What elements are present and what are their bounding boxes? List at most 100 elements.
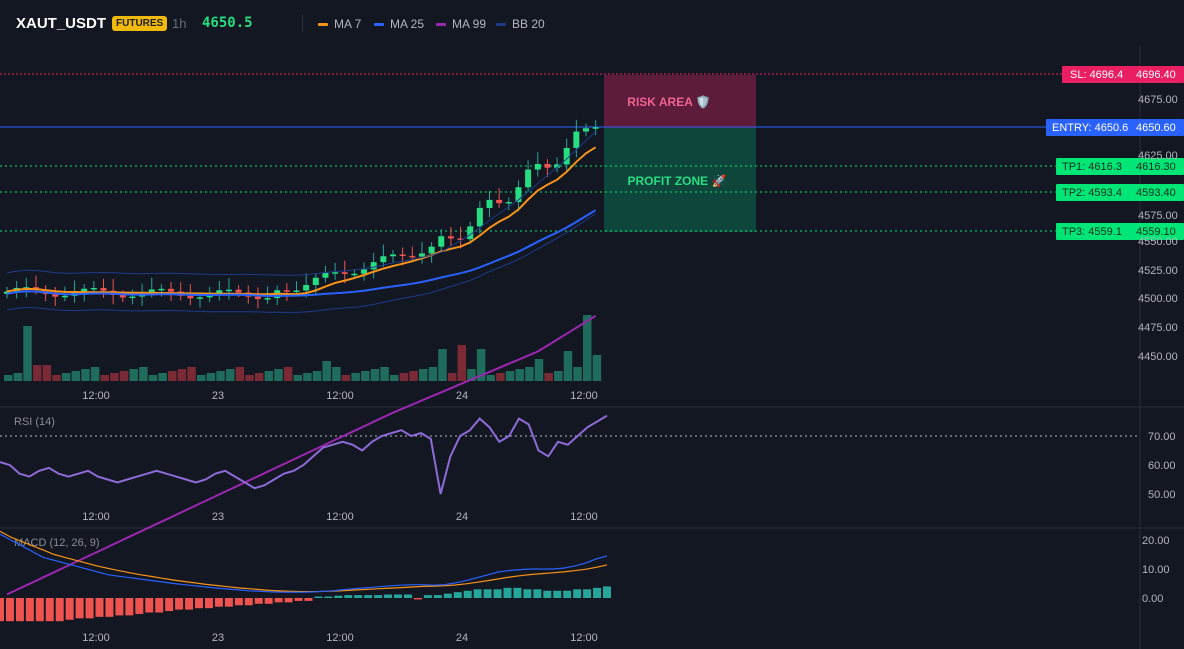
macd-histogram-bar — [334, 595, 343, 598]
volume-bar — [197, 375, 206, 381]
macd-histogram-bar — [35, 598, 44, 622]
macd-histogram-bar — [314, 596, 323, 598]
macd-histogram-bar — [195, 598, 204, 609]
legend-label: MA 7 — [334, 17, 362, 31]
macd-histogram-bar — [443, 593, 452, 598]
volume-bar — [332, 367, 341, 381]
volume-bar — [457, 345, 467, 381]
volume-bar — [245, 375, 254, 381]
macd-histogram-bar — [224, 598, 233, 607]
volume-bar — [476, 349, 486, 381]
time-tick: 24 — [456, 511, 468, 523]
time-axis-main[interactable]: 12:00 23 12:00 24 12:00 — [82, 390, 598, 402]
candle-body — [322, 272, 329, 278]
time-tick: 12:00 — [82, 390, 110, 402]
legend-bb20[interactable]: BB 20 — [496, 17, 545, 31]
price-tick: 4475.00 — [1138, 322, 1178, 334]
legend-ma7[interactable]: MA 7 — [318, 17, 361, 31]
legend-ma25[interactable]: MA 25 — [374, 17, 424, 31]
macd-histogram-bar — [0, 598, 4, 622]
macd-histogram-bar — [115, 598, 124, 616]
macd-group[interactable] — [0, 530, 611, 622]
candle-body — [283, 290, 290, 292]
macd-histogram-bar — [135, 598, 144, 614]
candle-body — [525, 169, 532, 188]
rsi-line-group[interactable] — [0, 414, 608, 495]
price-tick: 4525.00 — [1138, 265, 1178, 277]
macd-histogram-bar — [155, 598, 164, 613]
candle-body — [467, 226, 474, 240]
macd-histogram-bar — [394, 594, 403, 598]
macd-histogram-bar — [15, 598, 24, 622]
macd-histogram-bar — [354, 595, 363, 598]
candle-body — [158, 288, 165, 291]
volume-bar — [110, 373, 119, 381]
sl-value: 4696.40 — [1136, 69, 1176, 81]
macd-histogram-bar — [473, 589, 482, 598]
macd-histogram-bar — [553, 590, 562, 598]
volume-bar — [312, 371, 322, 381]
macd-histogram-bar — [45, 598, 54, 622]
volume-bar — [322, 361, 331, 381]
macd-histogram-bar — [55, 598, 64, 622]
time-axis-macd[interactable]: 12:00 23 12:00 24 12:00 — [82, 632, 598, 644]
tp2-tag[interactable]: TP2: 4593.4 4593.40 — [1056, 184, 1184, 201]
rsi-tick: 60.00 — [1148, 460, 1176, 472]
profit-zone-label: PROFIT ZONE 🚀 — [628, 174, 727, 188]
volume-bar — [573, 367, 582, 381]
macd-histogram-bar — [105, 598, 114, 617]
macd-histogram-bar — [523, 589, 532, 598]
macd-histogram-bar — [413, 598, 422, 600]
macd-histogram-bar — [264, 598, 273, 604]
volume-bar — [100, 375, 109, 381]
volume-bar — [225, 369, 235, 381]
tp3-tag[interactable]: TP3: 4559.1 4559.10 — [1056, 223, 1184, 240]
macd-histogram-bar — [533, 589, 542, 598]
macd-histogram-bar — [463, 590, 472, 598]
candle-body — [197, 297, 203, 299]
price-series[interactable] — [4, 119, 599, 596]
entry-tag[interactable]: ENTRY: 4650.6 4650.60 — [1046, 119, 1184, 136]
volume-bar — [303, 373, 312, 381]
candle-body — [583, 128, 589, 132]
macd-histogram-bar — [433, 595, 442, 598]
volume-bar — [534, 359, 544, 381]
header-divider — [302, 14, 303, 32]
candle-body — [341, 272, 348, 274]
price-tick: 4675.00 — [1138, 94, 1178, 106]
volume-bar — [438, 349, 447, 381]
macd-histogram-bar — [244, 598, 253, 606]
candle-body — [554, 164, 561, 168]
ma25-line — [6, 209, 597, 297]
macd-histogram-bar — [185, 598, 194, 610]
candle-body — [476, 207, 483, 227]
macd-histogram-bar — [503, 587, 512, 598]
candle-body — [592, 127, 599, 129]
volume-bar — [351, 373, 360, 381]
price-axis[interactable]: 4675.00 4625.00 4575.00 4550.00 4525.00 … — [1138, 94, 1178, 363]
legend-ma99[interactable]: MA 99 — [436, 17, 486, 31]
volume-bar — [177, 369, 187, 381]
candle-body — [312, 277, 319, 285]
ma25-swatch — [374, 22, 384, 26]
risk-area-zone[interactable] — [604, 75, 756, 128]
timeframe-label[interactable]: 1h — [172, 16, 187, 31]
volume-bar — [390, 375, 399, 381]
candle-body — [428, 246, 435, 254]
tp1-tag[interactable]: TP1: 4616.3 4616.30 — [1056, 158, 1184, 175]
profit-zone[interactable] — [604, 128, 756, 232]
volume-bar — [583, 315, 592, 381]
time-axis-rsi[interactable]: 12:00 23 12:00 24 12:00 — [82, 511, 598, 523]
macd-histogram-bar — [145, 598, 154, 613]
macd-histogram-bar — [603, 586, 611, 598]
volume-bar — [264, 371, 274, 381]
macd-histogram-bar — [573, 589, 582, 598]
sl-tag[interactable]: SL: 4696.4 4696.40 — [1062, 66, 1184, 83]
macd-histogram-bar — [75, 598, 84, 619]
volume-bar — [71, 371, 81, 381]
candle-body — [119, 294, 126, 298]
volume-bar — [61, 373, 71, 381]
symbol-name[interactable]: XAUT_USDT — [16, 15, 107, 32]
macd-histogram-bar — [65, 598, 74, 620]
